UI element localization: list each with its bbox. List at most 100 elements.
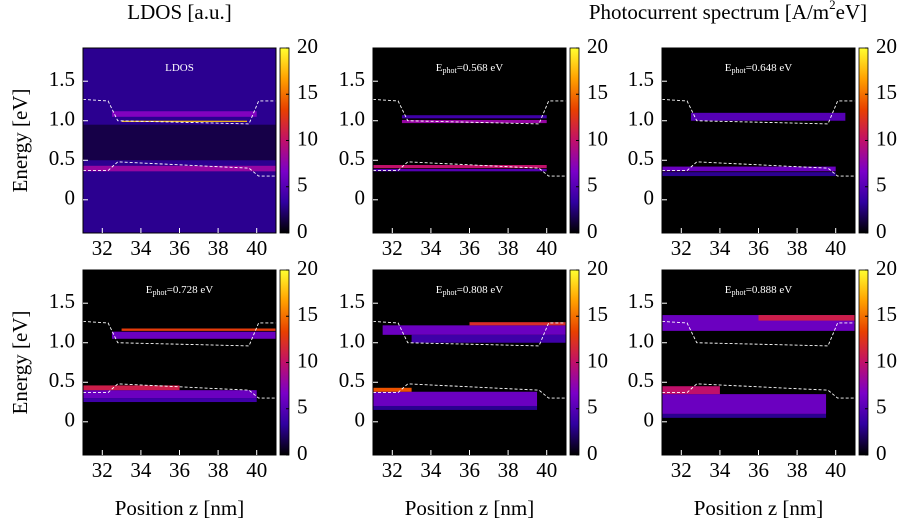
heatmap-cell bbox=[373, 387, 412, 392]
y-tick-label: 0 bbox=[355, 186, 366, 210]
y-tick-label: 1.0 bbox=[49, 329, 75, 353]
band-edge bbox=[373, 98, 566, 125]
colorbar-tick-label: 10 bbox=[587, 126, 608, 150]
x-axis-label: Position z [nm] bbox=[694, 496, 824, 520]
y-tick-label: 1.5 bbox=[339, 289, 365, 313]
colorbar-tick-label: 0 bbox=[876, 441, 887, 465]
band-edge bbox=[83, 320, 276, 347]
x-tick-label: 40 bbox=[536, 236, 557, 260]
colorbar-tick-label: 5 bbox=[587, 173, 598, 197]
heatmap-cell bbox=[411, 334, 566, 343]
y-tick-label: 0.5 bbox=[339, 146, 365, 170]
x-tick-label: 32 bbox=[671, 458, 692, 482]
y-tick-label: 0.5 bbox=[49, 146, 75, 170]
plot-area bbox=[373, 48, 566, 233]
plot-area bbox=[662, 48, 855, 233]
colorbar-tick-label: 20 bbox=[876, 34, 897, 58]
y-tick-label: 0 bbox=[644, 408, 655, 432]
y-tick-label: 0 bbox=[65, 186, 76, 210]
x-tick-label: 36 bbox=[748, 458, 769, 482]
x-tick-label: 40 bbox=[825, 236, 846, 260]
colorbar-tick-label: 5 bbox=[297, 173, 308, 197]
heatmap-cell bbox=[758, 315, 855, 321]
x-tick-label: 32 bbox=[92, 236, 113, 260]
plot-background bbox=[373, 270, 566, 455]
plot-area bbox=[83, 270, 276, 455]
y-tick-label: 1.0 bbox=[628, 107, 654, 131]
figure-title: LDOS [a.u.] bbox=[127, 0, 231, 24]
y-tick-label: 1.5 bbox=[339, 67, 365, 91]
y-axis-label: Energy [eV] bbox=[8, 311, 32, 415]
heatmap-cell bbox=[662, 172, 836, 177]
y-tick-label: 0 bbox=[65, 408, 76, 432]
y-tick-label: 0 bbox=[355, 408, 366, 432]
y-tick-label: 1.0 bbox=[339, 329, 365, 353]
heatmap-cell bbox=[83, 385, 180, 391]
x-tick-label: 38 bbox=[787, 236, 808, 260]
band-edge bbox=[662, 161, 855, 177]
x-tick-label: 40 bbox=[825, 458, 846, 482]
heatmap-cell bbox=[382, 325, 566, 335]
x-tick-label: 34 bbox=[130, 236, 152, 260]
heatmap-cell bbox=[373, 165, 547, 169]
heatmap-cell bbox=[83, 124, 276, 161]
band-edge bbox=[662, 98, 855, 125]
x-tick-label: 36 bbox=[748, 236, 769, 260]
heatmap-cell bbox=[83, 390, 257, 399]
band-edge bbox=[373, 161, 566, 177]
colorbar-tick-label: 15 bbox=[876, 80, 897, 104]
heatmap-cell bbox=[401, 115, 547, 119]
colorbar-tick-label: 5 bbox=[876, 173, 887, 197]
colorbar-tick-label: 20 bbox=[297, 34, 318, 58]
colorbar-tick-label: 20 bbox=[587, 34, 608, 58]
plot-background bbox=[662, 270, 855, 455]
x-tick-label: 36 bbox=[169, 236, 190, 260]
x-tick-label: 38 bbox=[498, 236, 519, 260]
x-tick-label: 40 bbox=[246, 458, 267, 482]
heatmap-cell bbox=[111, 331, 276, 339]
colorbar-tick-label: 20 bbox=[876, 256, 897, 280]
heatmap-cell bbox=[690, 112, 846, 121]
heatmap-cell bbox=[83, 165, 276, 172]
heatmap-cell bbox=[662, 386, 720, 395]
y-tick-label: 0 bbox=[644, 186, 655, 210]
heatmap-cell bbox=[662, 413, 827, 418]
colorbar-tick-label: 5 bbox=[587, 395, 598, 419]
heatmap-cell bbox=[373, 391, 538, 406]
y-tick-label: 0.5 bbox=[628, 368, 654, 392]
colorbar-tick-label: 10 bbox=[297, 126, 318, 150]
colorbar-tick-label: 0 bbox=[876, 219, 887, 243]
colorbar-tick-label: 15 bbox=[297, 302, 318, 326]
plot-area bbox=[662, 270, 855, 455]
x-tick-label: 32 bbox=[671, 236, 692, 260]
x-tick-label: 34 bbox=[420, 236, 442, 260]
x-tick-label: 34 bbox=[420, 458, 442, 482]
x-tick-label: 40 bbox=[536, 458, 557, 482]
heatmap-cell bbox=[83, 398, 257, 403]
band-edge bbox=[83, 383, 276, 399]
x-tick-label: 34 bbox=[130, 458, 152, 482]
x-tick-label: 38 bbox=[208, 236, 229, 260]
colorbar-tick-label: 20 bbox=[297, 256, 318, 280]
panel-annotation: Ephot=0.568 eV bbox=[436, 62, 504, 75]
x-axis-label: Position z [nm] bbox=[115, 496, 245, 520]
y-tick-label: 1.0 bbox=[628, 329, 654, 353]
colorbar-tick-label: 0 bbox=[297, 219, 308, 243]
x-tick-label: 36 bbox=[169, 458, 190, 482]
colorbar-tick-label: 0 bbox=[297, 441, 308, 465]
band-edge bbox=[662, 383, 855, 399]
panel-annotation: Ephot=0.808 eV bbox=[436, 284, 504, 297]
y-tick-label: 1.5 bbox=[628, 289, 654, 313]
colorbar-tick-label: 0 bbox=[587, 441, 598, 465]
y-tick-label: 1.0 bbox=[339, 107, 365, 131]
colorbar-tick-label: 0 bbox=[587, 219, 598, 243]
colorbar-tick-label: 5 bbox=[876, 395, 887, 419]
colorbar-tick-label: 20 bbox=[587, 256, 608, 280]
y-tick-label: 1.5 bbox=[49, 67, 75, 91]
plot-background bbox=[83, 270, 276, 455]
band-edge bbox=[373, 383, 566, 399]
x-axis-label: Position z [nm] bbox=[405, 496, 535, 520]
x-tick-label: 32 bbox=[382, 236, 403, 260]
colorbar-tick-label: 15 bbox=[297, 80, 318, 104]
